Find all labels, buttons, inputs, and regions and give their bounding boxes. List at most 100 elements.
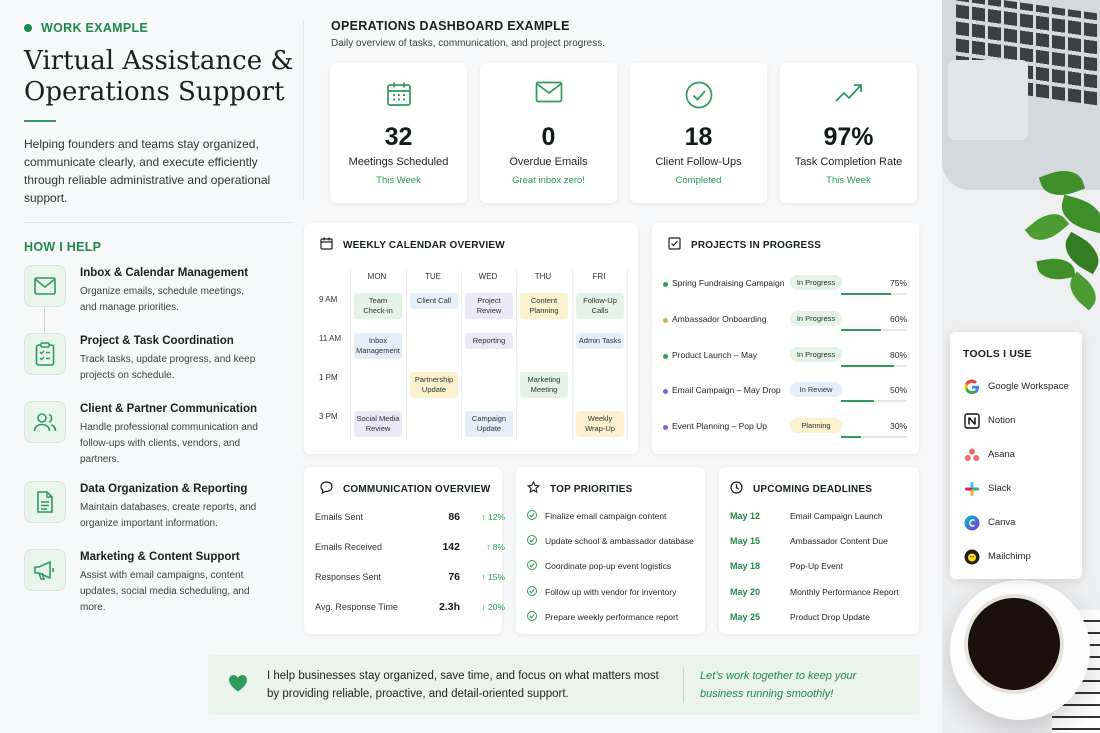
calendar-event[interactable]: Marketing Meeting bbox=[520, 372, 568, 398]
priority-item[interactable]: Follow up with vendor for inventory bbox=[527, 585, 676, 598]
project-row[interactable]: Email Campaign – May Drop In Review 50% bbox=[663, 382, 907, 413]
help-item-project: Project & Task Coordination Track tasks,… bbox=[24, 333, 294, 393]
megaphone-icon bbox=[24, 549, 66, 591]
kpi-value: 18 bbox=[684, 123, 713, 151]
calendar-icon bbox=[320, 237, 333, 253]
help-item-title: Client & Partner Communication bbox=[80, 403, 257, 415]
calendar-event[interactable]: Follow-Up Calls bbox=[576, 293, 624, 319]
tool-item: Asana bbox=[963, 446, 1015, 463]
priority-item[interactable]: Finalize email campaign content bbox=[527, 510, 666, 522]
priorities-card-header: TOP PRIORITIES bbox=[526, 480, 632, 497]
clock-icon bbox=[730, 481, 743, 497]
calendar-event[interactable]: Client Call bbox=[410, 293, 458, 309]
help-item-communication: Client & Partner Communication Handle pr… bbox=[24, 401, 294, 465]
calendar-event[interactable]: Team Check-in bbox=[354, 293, 402, 319]
project-percent: 50% bbox=[889, 385, 907, 396]
calendar-grid-line bbox=[350, 270, 351, 440]
help-item-title: Project & Task Coordination bbox=[80, 335, 234, 347]
help-item-inbox: Inbox & Calendar Management Organize ema… bbox=[24, 265, 294, 325]
help-item-desc: Track tasks, update progress, and keep p… bbox=[80, 354, 256, 381]
kpi-label: Meetings Scheduled bbox=[348, 156, 449, 168]
check-circle-icon bbox=[527, 510, 537, 522]
project-name: Ambassador Onboarding bbox=[672, 313, 767, 324]
comm-value: 86 bbox=[448, 511, 460, 523]
project-progress-track bbox=[841, 400, 907, 403]
kpi-sub: Great inbox zero! bbox=[512, 175, 585, 186]
calendar-event[interactable]: Inbox Management bbox=[354, 333, 402, 359]
project-row[interactable]: Ambassador Onboarding In Progress 60% bbox=[663, 310, 907, 342]
tools-title: TOOLS I USE bbox=[963, 348, 1032, 360]
projects-card: PROJECTS IN PROGRESS bbox=[652, 223, 919, 454]
calendar-event[interactable]: Partnership Update bbox=[410, 372, 458, 398]
coffee-mug-image bbox=[950, 580, 1090, 720]
page-title: Virtual Assistance & Operations Support bbox=[24, 46, 294, 107]
project-progress-fill bbox=[841, 436, 861, 439]
calendar-event[interactable]: Campaign Update bbox=[465, 411, 513, 437]
help-item-title: Data Organization & Reporting bbox=[80, 483, 248, 495]
star-icon bbox=[526, 480, 541, 497]
priorities-card: TOP PRIORITIES bbox=[516, 467, 705, 634]
calendar-grid-line bbox=[406, 270, 407, 440]
comm-delta: ↑ 15% bbox=[481, 572, 505, 582]
column-divider bbox=[303, 20, 304, 200]
project-status-badge: Planning bbox=[790, 418, 842, 434]
check-circle-icon bbox=[527, 560, 537, 572]
comm-delta: ↑ 8% bbox=[486, 542, 505, 552]
tool-item: Mailchimp bbox=[963, 548, 1031, 565]
priority-item[interactable]: Coordinate pop-up event logistics bbox=[527, 560, 671, 572]
calendar-event[interactable]: Social Media Review bbox=[354, 411, 402, 437]
project-percent: 30% bbox=[889, 421, 907, 432]
connector-line bbox=[44, 308, 45, 332]
deadline-task: Ambassador Content Due bbox=[790, 536, 888, 547]
project-status-badge: In Progress bbox=[790, 275, 842, 290]
kpi-value: 0 bbox=[541, 123, 556, 151]
calendar-grid-line bbox=[627, 270, 628, 440]
project-row[interactable]: Event Planning – Pop Up Planning 30% bbox=[663, 418, 907, 449]
document-icon bbox=[24, 481, 66, 523]
comm-value: 76 bbox=[448, 571, 460, 583]
communication-card-header: COMMUNICATION OVERVIEW bbox=[320, 481, 490, 497]
deadline-task: Email Campaign Launch bbox=[790, 511, 883, 521]
dashboard-heading: OPERATIONS DASHBOARD EXAMPLE bbox=[331, 19, 570, 33]
calendar-title: WEEKLY CALENDAR OVERVIEW bbox=[343, 239, 505, 251]
deadline-task: Pop-Up Event bbox=[790, 561, 843, 572]
project-progress-track bbox=[841, 328, 907, 331]
comm-row: Avg. Response Time 2.3h ↓ 20% bbox=[315, 601, 505, 613]
banner-quote: Let’s work together to keep your busines… bbox=[700, 670, 857, 700]
kpi-label: Task Completion Rate bbox=[794, 156, 903, 168]
project-status-dot bbox=[663, 317, 668, 323]
priority-item[interactable]: Update school & ambassador database bbox=[527, 535, 694, 547]
dashboard-subheading: Daily overview of tasks, communication, … bbox=[331, 38, 606, 49]
projects-card-header: PROJECTS IN PROGRESS bbox=[668, 237, 821, 253]
calendar-grid-line bbox=[516, 270, 517, 440]
communication-card: COMMUNICATION OVERVIEW bbox=[304, 467, 502, 634]
projects-title: PROJECTS IN PROGRESS bbox=[691, 239, 822, 251]
project-percent: 80% bbox=[889, 349, 907, 360]
calendar-event[interactable]: Content Planning bbox=[520, 293, 568, 319]
priority-text: Prepare weekly performance report bbox=[545, 611, 679, 622]
calendar-event[interactable]: Project Review bbox=[465, 293, 513, 319]
tag-label: WORK EXAMPLE bbox=[41, 21, 149, 35]
trend-up-icon bbox=[834, 81, 864, 108]
check-circle-icon bbox=[685, 81, 713, 114]
project-status-badge: In Review bbox=[790, 382, 842, 398]
project-row[interactable]: Product Launch – May In Progress 80% bbox=[663, 346, 907, 378]
comm-delta: ↑ 12% bbox=[481, 512, 505, 522]
project-progress-track bbox=[841, 436, 907, 439]
day-header: THU bbox=[534, 272, 552, 281]
tool-name: Mailchimp bbox=[988, 551, 1031, 562]
calendar-event[interactable]: Reporting bbox=[465, 333, 513, 349]
project-progress-track bbox=[841, 293, 907, 295]
priority-item[interactable]: Prepare weekly performance report bbox=[527, 610, 679, 623]
deadline-date: May 20 bbox=[730, 586, 761, 597]
coffee bbox=[964, 594, 1064, 694]
calendar-icon bbox=[386, 81, 412, 112]
heart-icon bbox=[228, 674, 248, 697]
day-header: TUE bbox=[425, 272, 441, 281]
project-row[interactable]: Spring Fundraising Campaign In Progress 75… bbox=[663, 275, 907, 306]
laptop-image bbox=[942, 0, 1100, 190]
calendar-event[interactable]: Admin Tasks bbox=[576, 333, 624, 349]
project-percent: 60% bbox=[889, 313, 907, 324]
calendar-event[interactable]: Weekly Wrap-Up bbox=[576, 411, 624, 437]
comm-value: 142 bbox=[442, 541, 460, 553]
